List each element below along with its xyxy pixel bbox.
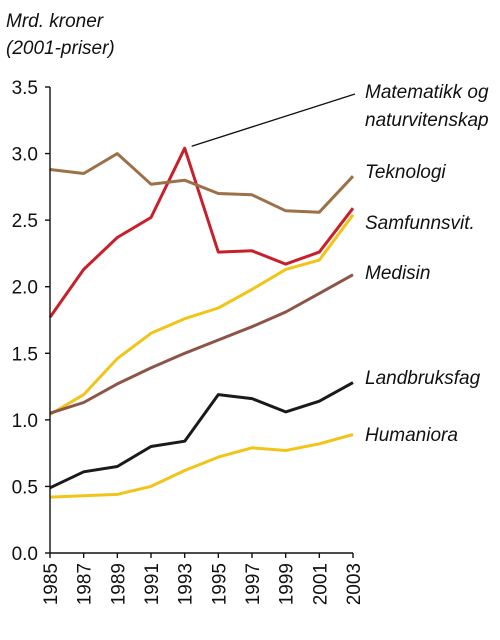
- x-tick-label: 1989: [108, 563, 129, 605]
- series-label-2: Samfunnsvit.: [365, 213, 475, 234]
- x-tick-label: 1999: [277, 563, 298, 605]
- x-tick-label: 1987: [75, 563, 96, 605]
- x-tick-label: 1993: [176, 563, 197, 605]
- series-label-0: Matematikk og: [365, 82, 489, 103]
- y-tick-label: 0.5: [12, 477, 38, 498]
- series-label-1: Teknologi: [365, 162, 446, 183]
- y-tick-label: 3.5: [12, 78, 38, 99]
- series-label-5: Humaniora: [365, 425, 458, 446]
- y-tick-label: 2.0: [12, 278, 38, 299]
- series-line-1: [49, 152, 355, 214]
- y-axis-label-line-2: (2001-priser): [6, 38, 115, 59]
- x-tick-label: 1985: [41, 563, 62, 605]
- y-tick-label: 1.5: [12, 344, 38, 365]
- y-tick-label: 0.0: [12, 544, 38, 565]
- y-axis-label-line-1: Mrd. kroner: [6, 11, 104, 32]
- series-line-5: [49, 433, 354, 499]
- series-label-3: Medisin: [365, 263, 430, 284]
- y-tick-label: 2.5: [12, 211, 38, 232]
- x-tick-label: 2001: [310, 563, 331, 605]
- x-tick-label: 1995: [209, 563, 230, 605]
- series-line-4: [49, 381, 354, 490]
- series-line-3: [49, 273, 354, 415]
- axes-layer: 0.0 0.5 1.0 1.5 2.0 2.5 3.0 3.5 1985 1987 1989 1991…: [12, 78, 365, 605]
- series-label-0: naturvitenskap: [365, 110, 489, 131]
- x-tick-label: 1997: [243, 563, 264, 605]
- series-line-2: [49, 213, 355, 416]
- series-labels-layer: Matematikk og naturvitenskap Teknologi Samf…: [191, 82, 489, 446]
- y-tick-label: 3.0: [12, 145, 38, 166]
- y-tick-label: 1.0: [12, 411, 38, 432]
- x-tick-label: 2003: [344, 563, 365, 605]
- series-layer: [48, 146, 355, 499]
- annotation-leader-line: [191, 93, 356, 147]
- x-tick-label: 1991: [142, 563, 163, 605]
- series-label-4: Landbruksfag: [365, 368, 481, 389]
- series-line-0: [48, 146, 355, 319]
